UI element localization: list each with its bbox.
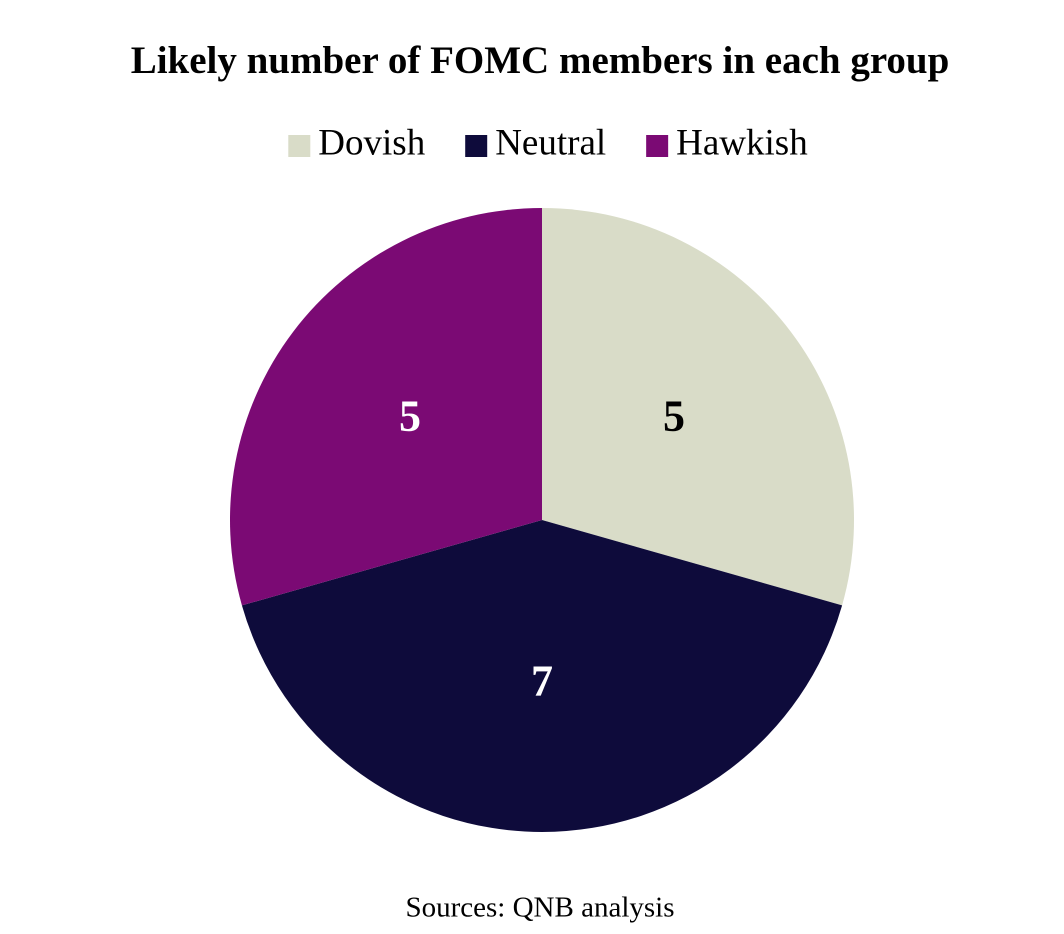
- legend-label: Neutral: [495, 122, 606, 163]
- pie-slice: [230, 208, 542, 606]
- legend-swatch: [288, 135, 311, 157]
- legend-swatch: [465, 135, 488, 157]
- pie-slice: [241, 520, 843, 832]
- data-label: 5: [399, 391, 421, 440]
- legend-swatch: [646, 135, 669, 157]
- legend-label: Hawkish: [676, 122, 808, 163]
- pie: 5 7 5: [230, 208, 854, 832]
- data-label: 5: [663, 391, 685, 440]
- chart-title: Likely number of FOMC members in each gr…: [131, 39, 950, 82]
- source-note: Sources: QNB analysis: [405, 892, 674, 924]
- pie-slice: [542, 208, 854, 606]
- legend-label: Dovish: [318, 122, 425, 163]
- legend: Dovish Neutral Hawkish: [288, 122, 808, 163]
- data-label: 7: [531, 656, 553, 705]
